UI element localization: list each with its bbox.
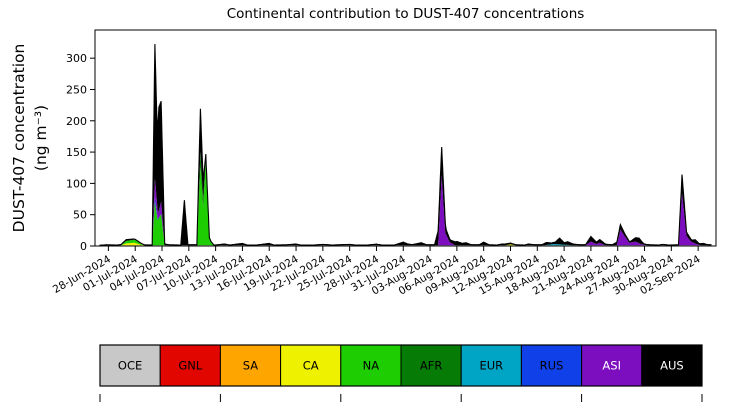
- legend-label-GNL: GNL: [178, 359, 203, 373]
- y-tick-label: 300: [66, 52, 87, 65]
- legend-label-RUS: RUS: [540, 359, 564, 373]
- y-tick-label: 0: [80, 240, 87, 253]
- y-tick-label: 100: [66, 177, 87, 190]
- y-tick-label: 250: [66, 83, 87, 96]
- total-line: [99, 43, 712, 246]
- legend-label-ASI: ASI: [602, 359, 621, 373]
- y-tick-label: 200: [66, 115, 87, 128]
- legend-swatch-SA: [219, 344, 282, 387]
- legend-label-CA: CA: [303, 359, 319, 373]
- legend-label-AFR: AFR: [420, 359, 442, 373]
- legend-swatch-RUS: [520, 344, 583, 387]
- legend-border: [99, 344, 703, 387]
- legend-label-OCE: OCE: [118, 359, 142, 373]
- legend-swatch-AFR: [400, 344, 462, 387]
- legend-label-AUS: AUS: [660, 359, 684, 373]
- chart-title: Continental contribution to DUST-407 con…: [226, 6, 585, 22]
- legend-label-EUR: EUR: [479, 359, 503, 373]
- area-AUS: [99, 44, 712, 246]
- plot-border: [94, 29, 717, 247]
- legend-label-NA: NA: [363, 359, 380, 373]
- y-tick-label: 150: [66, 146, 87, 159]
- legend-swatch-OCE: [99, 344, 161, 387]
- legend-label-SA: SA: [243, 359, 259, 373]
- area-NA: [99, 160, 712, 246]
- y-tick-label: 50: [73, 209, 87, 222]
